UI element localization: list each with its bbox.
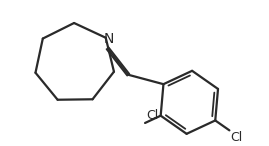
Text: N: N: [103, 32, 114, 46]
Text: Cl: Cl: [146, 109, 158, 122]
Text: Cl: Cl: [230, 131, 243, 144]
